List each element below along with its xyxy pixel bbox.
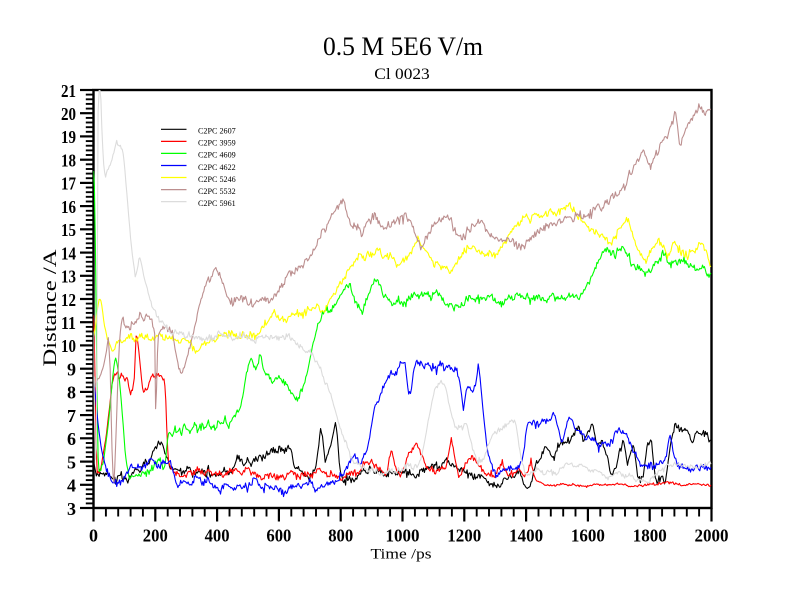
svg-text:15: 15	[61, 220, 76, 240]
svg-text:2000: 2000	[695, 525, 729, 545]
svg-text:17: 17	[61, 174, 76, 194]
svg-text:20: 20	[61, 104, 76, 124]
svg-text:14: 14	[61, 243, 76, 263]
svg-text:16: 16	[61, 197, 76, 217]
svg-text:1000: 1000	[386, 525, 420, 545]
svg-text:4: 4	[67, 476, 76, 496]
svg-text:800: 800	[328, 525, 353, 545]
svg-text:6: 6	[67, 429, 76, 449]
svg-text:11: 11	[61, 313, 76, 333]
svg-text:200: 200	[143, 525, 168, 545]
svg-text:600: 600	[266, 525, 291, 545]
svg-text:Cl 0023: Cl 0023	[374, 66, 430, 83]
svg-text:21: 21	[61, 81, 76, 101]
svg-text:10: 10	[61, 336, 76, 356]
svg-text:C2PC 2607: C2PC 2607	[198, 126, 236, 136]
svg-text:1400: 1400	[509, 525, 543, 545]
svg-text:13: 13	[61, 267, 76, 287]
svg-text:0.5 M 5E6 V/m: 0.5 M 5E6 V/m	[323, 31, 483, 61]
svg-text:1800: 1800	[633, 525, 667, 545]
svg-text:12: 12	[61, 290, 76, 310]
svg-text:5: 5	[67, 452, 76, 472]
svg-text:Time /ps: Time /ps	[371, 547, 432, 563]
svg-text:1200: 1200	[447, 525, 481, 545]
svg-text:19: 19	[61, 127, 76, 147]
svg-text:400: 400	[205, 525, 230, 545]
svg-text:9: 9	[67, 360, 76, 380]
svg-text:C2PC 5532: C2PC 5532	[198, 186, 236, 196]
svg-text:18: 18	[61, 151, 76, 171]
svg-text:0: 0	[89, 525, 98, 545]
svg-text:8: 8	[67, 383, 76, 403]
svg-text:C2PC 5961: C2PC 5961	[198, 198, 236, 208]
svg-text:7: 7	[67, 406, 76, 426]
svg-text:C2PC 4609: C2PC 4609	[198, 150, 236, 160]
svg-text:C2PC 3959: C2PC 3959	[198, 138, 236, 148]
svg-text:1600: 1600	[571, 525, 605, 545]
svg-text:3: 3	[67, 499, 76, 519]
svg-text:Distance /A: Distance /A	[40, 249, 61, 366]
svg-text:C2PC 4622: C2PC 4622	[198, 162, 236, 172]
svg-text:C2PC 5246: C2PC 5246	[198, 174, 236, 184]
